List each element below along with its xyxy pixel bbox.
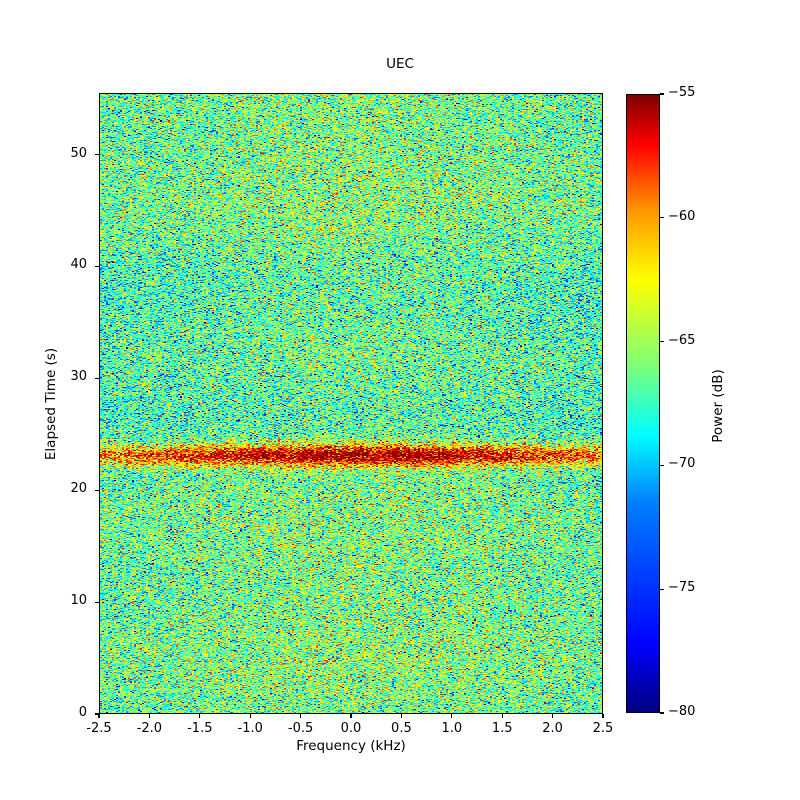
y-tick-label: 0 (78, 705, 87, 720)
y-tick-mark (95, 265, 99, 267)
x-tick-mark (148, 714, 150, 718)
x-tick-label: -0.5 (287, 721, 314, 736)
y-tick-label: 20 (70, 481, 87, 497)
x-tick-mark (199, 714, 201, 718)
x-tick-mark (552, 714, 554, 718)
x-tick-label: 2.5 (592, 721, 614, 736)
colorbar-gradient (627, 95, 659, 712)
colorbar-tick-label: −70 (668, 456, 696, 472)
y-tick-mark (95, 153, 99, 156)
x-tick-label: -1.5 (187, 721, 213, 736)
colorbar-tick-label: −55 (668, 85, 696, 100)
x-tick-label: -2.0 (136, 721, 163, 736)
colorbar-label: Power (dB) (710, 369, 726, 443)
colorbar-tick-label: −60 (668, 208, 696, 224)
title-line-station: UEC (386, 56, 414, 72)
x-tick-mark (300, 714, 302, 718)
spectrogram-image (100, 94, 602, 713)
colorbar-tick-label: −75 (668, 580, 696, 596)
x-axis-label: Frequency (kHz) (296, 738, 406, 754)
x-tick-label: 2.0 (542, 721, 563, 736)
colorbar-tick-mark (660, 588, 664, 590)
x-tick-label: 1.5 (491, 721, 513, 736)
y-tick-label: 10 (70, 593, 87, 609)
colorbar-tick-label: −65 (668, 332, 696, 348)
x-tick-mark (350, 714, 352, 718)
x-tick-mark (602, 714, 604, 718)
y-tick-label: 50 (70, 145, 87, 161)
y-tick-mark (95, 377, 99, 379)
colorbar-tick-mark (660, 93, 664, 95)
x-tick-mark (400, 714, 402, 718)
colorbar-tick-mark (660, 712, 664, 714)
spectrogram-axes (99, 93, 603, 714)
colorbar-tick-mark (660, 464, 664, 466)
y-tick-label: 40 (70, 257, 87, 273)
y-tick-label: 30 (70, 369, 87, 385)
x-tick-label: 0.0 (340, 721, 362, 736)
colorbar (626, 94, 660, 713)
y-tick-mark (95, 601, 99, 603)
colorbar-tick-mark (660, 217, 664, 219)
x-tick-label: 0.5 (391, 721, 412, 736)
x-tick-label: -1.0 (237, 721, 263, 736)
x-tick-label: 1.0 (441, 721, 463, 736)
x-tick-mark (451, 714, 453, 718)
y-tick-mark (95, 713, 99, 715)
x-tick-label: -2.5 (86, 721, 112, 736)
x-tick-mark (501, 714, 503, 718)
colorbar-tick-mark (660, 341, 664, 343)
colorbar-tick-label: −80 (668, 704, 696, 719)
y-axis-label: Elapsed Time (s) (43, 347, 59, 461)
y-tick-mark (95, 489, 99, 491)
x-tick-mark (249, 714, 251, 718)
x-tick-mark (98, 714, 100, 718)
